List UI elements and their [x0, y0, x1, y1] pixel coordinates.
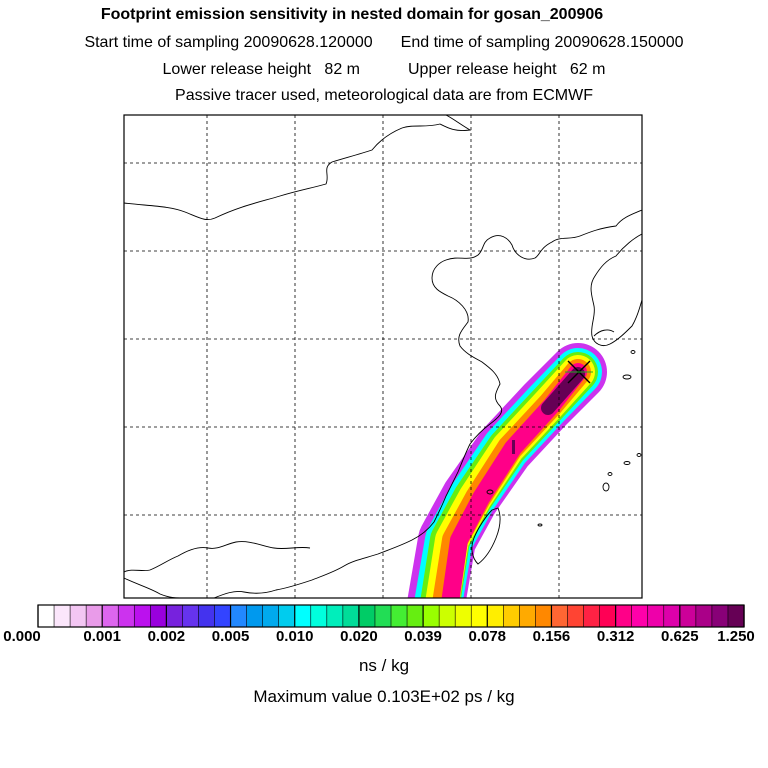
colorbar-swatch — [294, 605, 312, 627]
colorbar-tick-label: 1.250 — [717, 628, 755, 645]
colorbar-swatch — [118, 605, 135, 627]
sampling-times: Start time of sampling 20090628.120000 En… — [0, 34, 768, 52]
upper-label: Upper release height — [408, 61, 557, 78]
colorbar-tick-label: 0.000 — [3, 628, 41, 645]
colorbar — [37, 604, 745, 628]
colorbar-swatch — [182, 605, 200, 627]
start-value: 20090628.120000 — [243, 34, 373, 51]
colorbar-swatch — [262, 605, 280, 627]
colorbar-swatch — [503, 605, 520, 627]
colorbar-swatch — [326, 605, 344, 627]
colorbar-swatch — [166, 605, 184, 627]
colorbar-tick-label: 0.312 — [596, 628, 635, 645]
coastlines — [124, 115, 642, 598]
receptor-marker — [565, 360, 593, 384]
colorbar-swatch — [358, 605, 376, 627]
end-label: End time of sampling — [400, 34, 551, 51]
lower-label: Lower release height — [162, 61, 312, 78]
colorbar-tick-label: 0.001 — [83, 628, 121, 645]
colorbar-frame — [37, 604, 745, 628]
end-value: 20090628.150000 — [554, 34, 684, 51]
colorbar-swatch — [70, 605, 87, 627]
start-label: Start time of sampling — [84, 34, 240, 51]
plot-title: Footprint emission sensitivity in nested… — [100, 6, 604, 23]
colorbar-swatch — [663, 605, 681, 627]
release-heights: Lower release height 82 m Upper release h… — [0, 61, 768, 79]
colorbar-swatch — [407, 605, 424, 627]
colorbar-tick-labels: 0.000 0.001 0.002 0.005 0.010 0.020 0.039 0.078… — [0, 628, 768, 650]
colorbar-swatch — [54, 605, 71, 627]
colorbar-tick-label: 0.005 — [211, 628, 250, 645]
islands — [486, 350, 642, 527]
map-frame — [123, 114, 643, 599]
colorbar-swatch — [439, 605, 456, 627]
colorbar-swatch — [310, 605, 328, 627]
colorbar-swatch — [86, 605, 103, 627]
colorbar-tick-label: 0.002 — [147, 628, 186, 645]
graticule — [124, 115, 642, 598]
colorbar-swatch — [599, 605, 617, 627]
colorbar-tick-label: 0.020 — [340, 628, 378, 645]
maximum-value: Maximum value 0.103E+02 ps / kg — [253, 687, 515, 706]
colorbar-tick-label: 0.625 — [661, 628, 699, 645]
colorbar-tick-label: 0.039 — [404, 628, 442, 645]
colorbar-swatch — [455, 605, 472, 627]
colorbar-unit: ns / kg — [358, 656, 410, 675]
colorbar-tick-label: 0.010 — [275, 628, 314, 645]
colorbar-swatch — [583, 605, 601, 627]
colorbar-swatch — [615, 605, 633, 627]
colorbar-swatch — [631, 605, 649, 627]
colorbar-swatch — [102, 605, 119, 627]
colorbar-tick-label: 0.078 — [468, 628, 507, 645]
colorbar-swatch — [134, 605, 151, 627]
colorbar-swatch — [38, 605, 55, 627]
colorbar-swatch — [230, 605, 248, 627]
colorbar-swatch — [727, 605, 745, 627]
colorbar-swatch — [471, 605, 488, 627]
plume-band-dark — [541, 367, 585, 415]
lower-value: 82 m — [324, 61, 360, 78]
colorbar-swatch — [695, 605, 713, 627]
colorbar-swatch — [551, 605, 569, 627]
footprint-plume — [407, 343, 607, 598]
colorbar-swatch — [487, 605, 504, 627]
colorbar-tick-label: 0.156 — [532, 628, 571, 645]
colorbar-swatch — [711, 605, 729, 627]
colorbar-swatch — [278, 605, 296, 627]
colorbar-swatch — [647, 605, 665, 627]
colorbar-swatch — [679, 605, 697, 627]
colorbar-swatch — [246, 605, 264, 627]
colorbar-swatch — [150, 605, 167, 627]
colorbar-swatch — [535, 605, 553, 627]
colorbar-swatch — [567, 605, 585, 627]
colorbar-swatch — [519, 605, 537, 627]
colorbar-swatch — [374, 605, 392, 627]
tracer-note: Passive tracer used, meteorological data… — [175, 87, 593, 104]
colorbar-swatch — [198, 605, 216, 627]
colorbar-swatch — [391, 605, 408, 627]
colorbar-swatch — [342, 605, 360, 627]
map-area — [124, 115, 642, 598]
colorbar-swatch — [214, 605, 232, 627]
colorbar-swatch — [423, 605, 440, 627]
upper-value: 62 m — [569, 61, 606, 78]
